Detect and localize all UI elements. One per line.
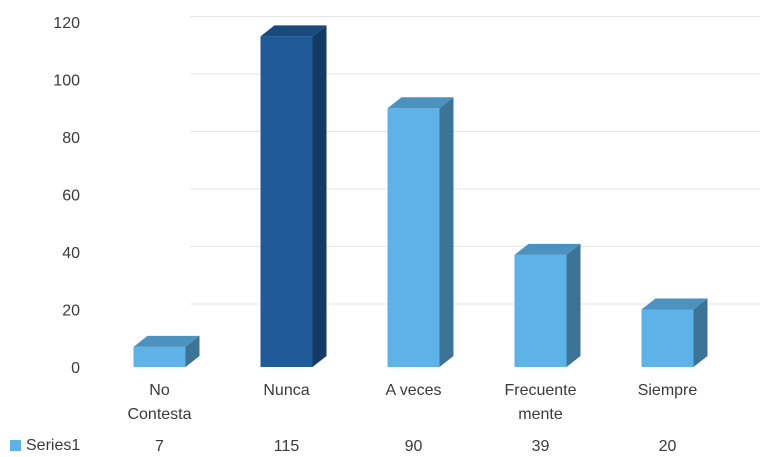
y-tick-label: 0: [71, 360, 80, 377]
data-table-value: 7: [155, 438, 164, 455]
legend-swatch: [10, 440, 21, 451]
category-label: Siempre: [638, 382, 698, 399]
bar-side: [566, 243, 581, 367]
y-tick-label: 80: [62, 130, 80, 147]
bar-front: [387, 108, 440, 367]
bar-top: [641, 298, 708, 310]
y-tick-label: 20: [62, 303, 80, 320]
bar-top: [514, 243, 581, 255]
bar-side: [693, 298, 708, 367]
bar: [260, 25, 327, 367]
bar-side: [185, 335, 200, 367]
y-tick-label: 60: [62, 188, 80, 205]
bar-front: [514, 254, 567, 367]
bar-front: [641, 309, 694, 367]
y-tick-label: 100: [53, 73, 80, 90]
bar: [133, 335, 200, 367]
data-table-value: 115: [274, 438, 300, 455]
bar: [514, 243, 581, 367]
bar-top: [133, 335, 200, 347]
y-axis-ticks: 0 20 40 60 80 100 120: [53, 15, 80, 377]
x-axis-labels: No Contesta Nunca A veces Frecuente mente Siem…: [127, 382, 697, 423]
data-table: Series1 7 115 90 39 20: [10, 437, 677, 455]
legend-label: Series1: [26, 437, 80, 454]
bar-side: [439, 97, 454, 367]
bar-front: [260, 36, 313, 367]
category-label: A veces: [385, 382, 441, 399]
data-table-value: 39: [532, 438, 550, 455]
category-label: Frecuente mente: [504, 382, 576, 423]
data-table-value: 20: [659, 438, 677, 455]
category-label: Nunca: [263, 382, 309, 399]
y-tick-label: 40: [62, 245, 80, 262]
bar-side: [312, 25, 327, 367]
bar-top: [260, 25, 327, 37]
data-table-value: 90: [405, 438, 423, 455]
bar: [641, 298, 708, 367]
bar-front: [133, 346, 186, 367]
y-tick-label: 120: [53, 15, 80, 32]
category-label: No Contesta: [127, 382, 191, 423]
bar: [387, 97, 454, 367]
bar-top: [387, 97, 454, 109]
bars: [133, 25, 708, 367]
